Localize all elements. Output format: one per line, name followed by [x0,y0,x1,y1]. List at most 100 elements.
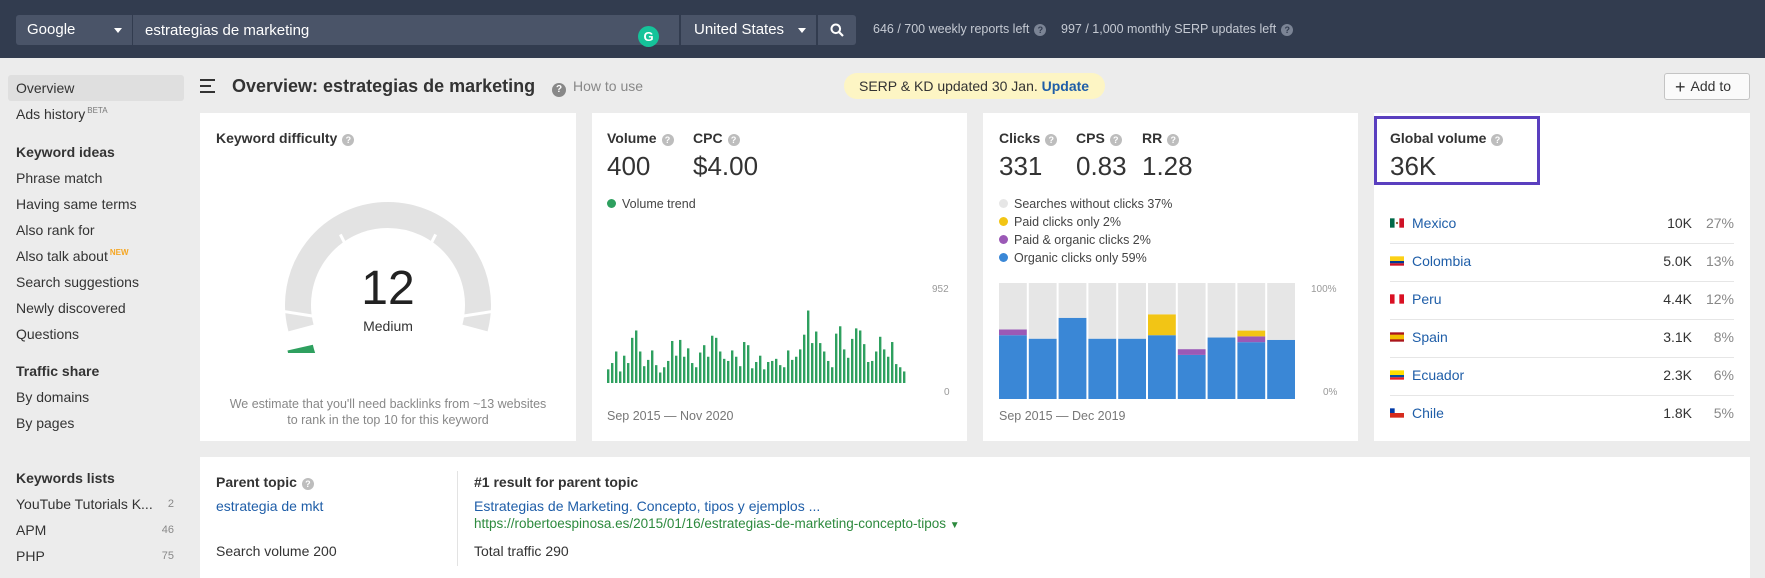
sidebar-item-also-rank-for[interactable]: Also rank for [16,222,95,238]
sidebar-item-search-suggestions[interactable]: Search suggestions [16,274,139,290]
click-bar-segment[interactable] [1028,338,1057,399]
volume-bar[interactable] [635,330,638,383]
volume-bar[interactable] [767,361,770,383]
volume-bar[interactable] [723,358,726,383]
click-bar-segment[interactable] [1267,283,1295,340]
volume-bar[interactable] [799,349,802,383]
volume-bar[interactable] [707,356,710,383]
click-bar-segment[interactable] [1207,283,1236,338]
volume-bar[interactable] [903,371,906,383]
volume-bar[interactable] [771,360,774,383]
volume-bar[interactable] [639,351,642,383]
top-result-link[interactable]: Estrategias de Marketing. Concepto, tipo… [474,498,821,514]
volume-bar[interactable] [847,357,850,383]
volume-bar[interactable] [795,356,798,383]
keyword-list-item[interactable]: APM [16,522,46,538]
sidebar-item-phrase-match[interactable]: Phrase match [16,170,103,186]
volume-bar[interactable] [687,348,690,383]
volume-bar[interactable] [835,333,838,383]
country-name[interactable]: Chile [1412,405,1444,421]
help-icon[interactable]: ? [1491,134,1504,146]
sidebar-item-having-same-terms[interactable]: Having same terms [16,196,137,212]
sidebar-item-newly-discovered[interactable]: Newly discovered [16,300,126,316]
volume-bar[interactable] [855,328,858,383]
click-bar-segment[interactable] [1118,338,1146,399]
click-bar-segment[interactable] [1088,338,1117,399]
volume-bar[interactable] [607,369,610,383]
click-bar-segment[interactable] [1177,354,1206,399]
volume-bar[interactable] [631,337,634,383]
volume-bar[interactable] [867,361,870,383]
volume-bar[interactable] [895,364,898,383]
volume-bar[interactable] [827,360,830,383]
volume-bar[interactable] [731,350,734,383]
add-to-button[interactable]: + Add to [1664,73,1750,100]
country-name[interactable]: Colombia [1412,253,1472,269]
volume-bar[interactable] [899,367,902,383]
country-name[interactable]: Ecuador [1412,367,1465,383]
volume-bar[interactable] [619,371,622,383]
volume-bar[interactable] [703,345,706,383]
click-bar-segment[interactable] [1058,317,1087,399]
volume-bar[interactable] [759,355,762,383]
volume-bar[interactable] [699,352,702,383]
sidebar-item-overview[interactable]: Overview [8,75,184,101]
help-icon[interactable]: ? [1109,134,1122,146]
sidebar-item-by-domains[interactable]: By domains [16,389,90,405]
grammarly-icon[interactable]: G [638,26,659,47]
volume-bar[interactable] [815,331,818,383]
click-bar-segment[interactable] [1207,337,1236,399]
sidebar-item-also-talk-about[interactable]: Also talk about NEW [16,248,129,264]
sidebar-item-questions[interactable]: Questions [16,326,80,342]
volume-bar[interactable] [643,366,646,383]
caret-down-icon[interactable]: ▼ [949,520,960,531]
menu-icon[interactable] [200,79,215,97]
volume-bar[interactable] [811,343,814,383]
click-bar-segment[interactable] [1028,283,1057,339]
sidebar-item-by-pages[interactable]: By pages [16,415,75,431]
help-icon[interactable]: ? [1034,24,1047,36]
search-button[interactable] [818,15,856,45]
volume-bar[interactable] [727,360,730,383]
volume-bar[interactable] [743,342,746,383]
click-bar-segment[interactable] [1148,314,1176,336]
country-name[interactable]: Mexico [1412,215,1457,231]
volume-bar[interactable] [775,358,778,383]
click-bar-segment[interactable] [1118,283,1146,339]
click-bar-segment[interactable] [1237,342,1266,399]
volume-bar[interactable] [691,363,694,383]
volume-bar[interactable] [683,356,686,383]
country-name[interactable]: Spain [1412,329,1448,345]
keyword-search-input[interactable] [133,15,679,45]
help-icon[interactable]: ? [301,478,314,490]
how-to-use-link[interactable]: ? How to use [552,78,643,97]
volume-bar[interactable] [859,330,862,383]
volume-bar[interactable] [651,350,654,383]
volume-bar[interactable] [803,334,806,383]
volume-bar[interactable] [851,338,854,383]
click-bar-segment[interactable] [1267,339,1295,399]
volume-bar[interactable] [839,326,842,383]
keyword-list-item[interactable]: YouTube Tutorials K... [16,496,176,512]
click-bar-segment[interactable] [1237,336,1266,343]
volume-bar[interactable] [791,359,794,383]
volume-bar[interactable] [831,367,834,383]
click-bar-segment[interactable] [1148,335,1176,399]
volume-bar[interactable] [843,349,846,383]
top-result-url[interactable]: https://robertoespinosa.es/2015/01/16/es… [474,516,960,531]
click-bar-segment[interactable] [999,335,1027,399]
volume-bar[interactable] [783,367,786,383]
volume-bar[interactable] [751,368,754,383]
help-icon[interactable]: ? [342,134,355,146]
volume-bar[interactable] [883,349,886,383]
click-bar-segment[interactable] [1177,283,1206,350]
sidebar-item-ads-history[interactable]: Ads history BETA [16,106,108,122]
volume-bar[interactable] [747,345,750,383]
volume-bar[interactable] [675,355,678,383]
volume-bar[interactable] [711,335,714,383]
volume-bar[interactable] [679,339,682,383]
volume-bar[interactable] [671,340,674,383]
click-bar-segment[interactable] [1237,330,1266,337]
volume-bar[interactable] [655,365,658,383]
country-select[interactable]: United States [681,15,816,45]
